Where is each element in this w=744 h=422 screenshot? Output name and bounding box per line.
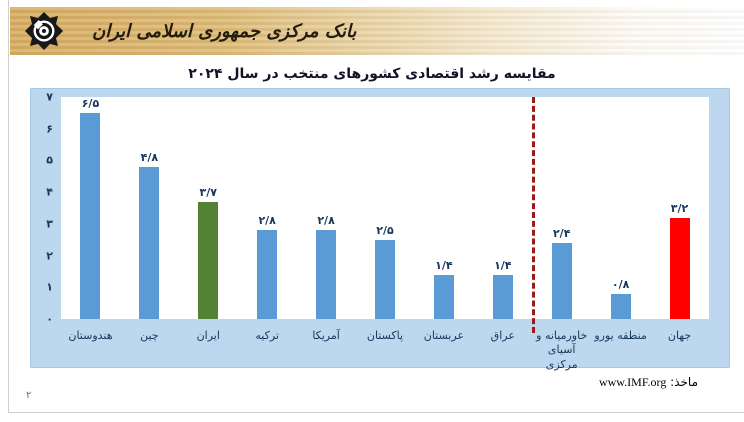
- bank-header-banner: بانک مرکزی جمهوری اسلامی ایران: [10, 7, 744, 55]
- x-label-america: آمریکا: [312, 329, 340, 342]
- x-label-turkey: ترکیه: [255, 329, 279, 342]
- bar-america: [316, 230, 337, 319]
- x-label-china: چین: [140, 329, 159, 342]
- bar-column-pakistan: ۲/۵: [356, 97, 415, 319]
- bar-value-label-arabestan: ۱/۴: [435, 259, 453, 272]
- bar-value-label-pakistan: ۲/۵: [376, 224, 394, 237]
- y-tick-label: ۳: [46, 217, 53, 231]
- bar-value-label-euro-area: ۰/۸: [611, 278, 630, 291]
- bar-value-label-world: ۳/۲: [670, 202, 689, 215]
- bar-column-america: ۲/۸: [297, 97, 356, 319]
- bar-column-world: ۳/۲: [650, 97, 709, 319]
- bar-column-india: ۶/۵: [61, 97, 120, 319]
- x-label-world: جهان: [667, 329, 692, 342]
- y-tick-label: ۱: [46, 280, 53, 294]
- bar-value-label-iraq: ۱/۴: [494, 259, 512, 272]
- bar-pakistan: [374, 240, 395, 319]
- x-label-pakistan: پاکستان: [366, 329, 404, 342]
- bar-value-label-china: ۴/۸: [140, 151, 159, 164]
- bars-row: ۶/۵ ۴/۸ ۳/۷ ۲/۸ ۲/۸ ۲/۵ ۱/۴ ۱/۴ ۲/۴ ۰/۸ ۳/۲: [61, 97, 709, 319]
- bank-name-calligraphy: بانک مرکزی جمهوری اسلامی ایران: [92, 21, 357, 42]
- bar-euro-area: [610, 294, 631, 319]
- y-tick-label: ۵: [46, 153, 53, 167]
- bar-iraq: [492, 275, 513, 319]
- bar-india: [80, 113, 101, 319]
- y-tick-label: ۰: [46, 312, 53, 326]
- chart-title: مقایسه رشد اقتصادی کشورهای منتخب در سال …: [188, 66, 556, 82]
- bar-column-turkey: ۲/۸: [238, 97, 297, 319]
- bar-column-china: ۴/۸: [120, 97, 179, 319]
- x-label-india: هندوستان: [68, 329, 113, 342]
- central-bank-of-iran-emblem-icon: [25, 12, 63, 50]
- bar-column-euro-area: ۰/۸: [591, 97, 650, 319]
- x-label-mideast-casia: خاورمیانه و آسیای مرکزی: [536, 329, 588, 371]
- bar-column-mideast-casia: ۲/۴: [532, 97, 591, 319]
- y-tick-label: ۶: [46, 122, 53, 136]
- bar-chart: ۷ ۶ ۵ ۴ ۳ ۲ ۱ ۰ ۶/۵ ۴/۸ ۳/۷ ۲/۸ ۲/۸ ۲/۵ ۱/۴ ۱/۴ ۲/۴ ۰/۸ ۳…: [30, 88, 730, 371]
- y-axis: ۷ ۶ ۵ ۴ ۳ ۲ ۱ ۰: [31, 91, 59, 326]
- page-number: ۲: [26, 390, 32, 401]
- bar-iran: [198, 202, 219, 319]
- bar-value-label-turkey: ۲/۸: [258, 214, 276, 227]
- source-label: ماخذ:: [670, 375, 698, 389]
- y-tick-label: ۷: [46, 90, 53, 104]
- bar-mideast-casia: [551, 243, 572, 319]
- bar-column-arabestan: ۱/۴: [414, 97, 473, 319]
- bar-turkey: [257, 230, 278, 319]
- bar-world: [669, 218, 690, 319]
- x-label-iran: ایران: [196, 329, 220, 342]
- y-tick-label: ۴: [46, 185, 53, 199]
- bar-china: [139, 167, 160, 319]
- countries-regions-separator-line: [532, 97, 536, 333]
- page-bottom-border: [8, 412, 744, 413]
- x-axis-labels: هندوستان چین ایران ترکیه آمریکا پاکستان عربستا…: [61, 329, 709, 372]
- bar-value-label-mideast-casia: ۲/۴: [552, 227, 571, 240]
- bar-column-iraq: ۱/۴: [473, 97, 532, 319]
- source-url: www.IMF.org: [598, 375, 667, 389]
- bar-value-label-india: ۶/۵: [81, 97, 100, 110]
- bar-value-label-iran: ۳/۷: [199, 186, 217, 199]
- x-label-euro-area: منطقه یورو: [594, 329, 647, 342]
- x-label-arabestan: عربستان: [423, 329, 465, 342]
- page-left-border: [8, 0, 9, 413]
- x-label-iraq: عراق: [490, 329, 515, 342]
- bar-arabestan: [433, 275, 454, 319]
- bar-column-iran: ۳/۷: [179, 97, 238, 319]
- y-tick-label: ۲: [46, 249, 53, 263]
- source-citation: ماخذ: www.IMF.org: [599, 375, 698, 390]
- plot-area: ۶/۵ ۴/۸ ۳/۷ ۲/۸ ۲/۸ ۲/۵ ۱/۴ ۱/۴ ۲/۴ ۰/۸ ۳/۲: [61, 97, 709, 333]
- bar-value-label-america: ۲/۸: [317, 214, 335, 227]
